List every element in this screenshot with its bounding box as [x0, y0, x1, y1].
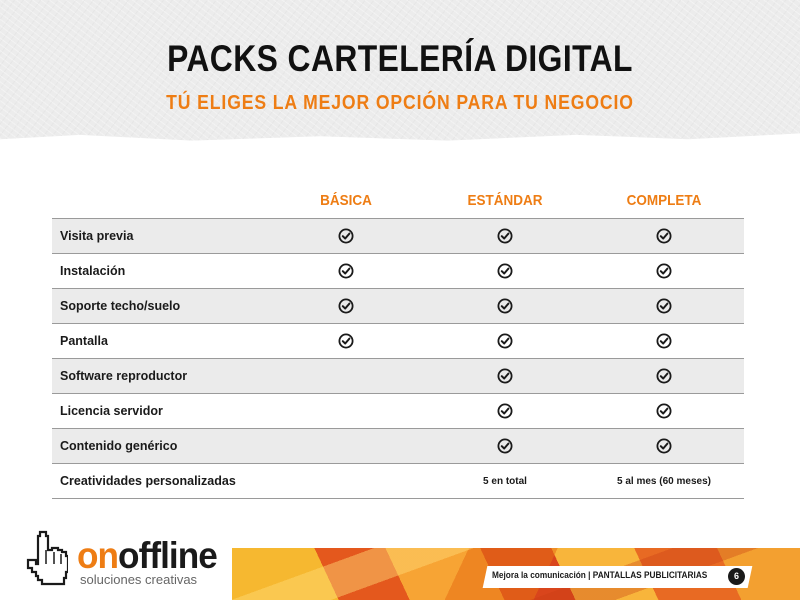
check-circle-icon: [426, 219, 584, 253]
page-title: PACKS CARTELERÍA DIGITAL: [167, 38, 633, 79]
header-band: [0, 0, 800, 141]
plan-header-estandar: ESTÁNDAR: [467, 192, 543, 209]
check-circle-icon: [426, 254, 584, 288]
empty-cell: [267, 359, 425, 393]
empty-cell: [267, 429, 425, 463]
plan-header-completa: COMPLETA: [626, 192, 702, 209]
table-row: Instalación: [52, 254, 744, 289]
brand-logo-tagline: soluciones creativas: [80, 572, 198, 587]
row-label: Licencia servidor: [60, 404, 163, 418]
hand-cursor-icon: [26, 530, 68, 586]
cell-value: 5 en total: [483, 475, 527, 487]
footer-tagline: Mejora la comunicación | PANTALLAS PUBLI…: [492, 570, 708, 580]
check-circle-icon: [585, 219, 743, 253]
check-circle-icon: [267, 324, 425, 358]
table-row: Licencia servidor: [52, 394, 744, 429]
check-circle-icon: [426, 324, 584, 358]
check-circle-icon: [426, 289, 584, 323]
check-circle-icon: [267, 289, 425, 323]
table-row: Creatividades personalizadas 5 en total 5 …: [52, 464, 744, 499]
check-circle-icon: [585, 254, 743, 288]
empty-cell: [267, 464, 425, 498]
row-label: Contenido genérico: [60, 439, 178, 453]
check-circle-icon: [585, 289, 743, 323]
row-label: Visita previa: [60, 229, 134, 243]
page-subtitle: TÚ ELIGES LA MEJOR OPCIÓN PARA TU NEGOCI…: [166, 92, 634, 114]
brand-logo-wordmark: onoffline: [77, 535, 218, 576]
check-circle-icon: [267, 254, 425, 288]
check-circle-icon: [426, 394, 584, 428]
table-row: Soporte techo/suelo: [52, 289, 744, 324]
empty-cell: [267, 394, 425, 428]
row-label: Creatividades personalizadas: [60, 474, 236, 488]
row-label: Pantalla: [60, 334, 108, 348]
check-circle-icon: [267, 219, 425, 253]
check-circle-icon: [585, 359, 743, 393]
table-row: Contenido genérico: [52, 429, 744, 464]
page-number-badge: 6: [728, 568, 745, 585]
table-row: Pantalla: [52, 324, 744, 359]
plan-header-basica: BÁSICA: [320, 192, 372, 209]
table-row: Visita previa: [52, 219, 744, 254]
table-row: Software reproductor: [52, 359, 744, 394]
row-label: Instalación: [60, 264, 126, 278]
check-circle-icon: [585, 394, 743, 428]
check-circle-icon: [585, 429, 743, 463]
check-circle-icon: [426, 429, 584, 463]
check-circle-icon: [585, 324, 743, 358]
row-label: Software reproductor: [60, 369, 188, 383]
check-circle-icon: [426, 359, 584, 393]
packs-comparison-table: Visita previa Instalación Soporte techo/su…: [52, 218, 744, 499]
row-label: Soporte techo/suelo: [60, 299, 181, 313]
cell-value: 5 al mes (60 meses): [617, 475, 711, 487]
